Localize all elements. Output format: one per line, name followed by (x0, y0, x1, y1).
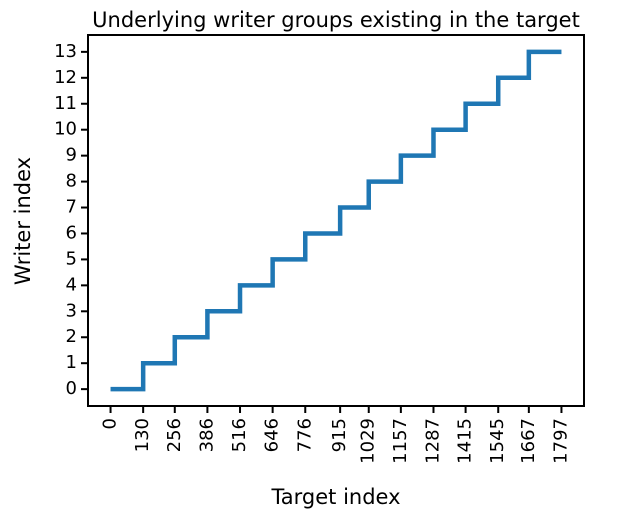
x-tick-label: 256 (164, 418, 185, 452)
y-tick-label: 11 (54, 93, 77, 114)
x-axis-label: Target index (270, 485, 400, 509)
x-tick-label: 1545 (487, 418, 508, 464)
y-tick-label: 0 (66, 378, 77, 399)
chart-title: Underlying writer groups existing in the… (92, 8, 580, 32)
y-tick-label: 6 (66, 222, 77, 243)
y-tick-label: 7 (66, 197, 77, 218)
y-tick-label: 12 (54, 67, 77, 88)
y-tick-label: 10 (54, 119, 77, 140)
x-tick-label: 1415 (455, 418, 476, 464)
x-tick-label: 130 (132, 418, 153, 452)
line (110, 49, 562, 392)
y-tick-label: 2 (66, 326, 77, 347)
x-tick-label: 646 (262, 418, 283, 452)
x-tick-label: 1029 (358, 418, 379, 464)
x-tick-label: 1667 (518, 418, 539, 464)
x-tick-label: 1157 (390, 418, 411, 464)
y-tick-label: 4 (66, 274, 77, 295)
y-tick-label: 1 (66, 352, 77, 373)
x-tick-label: 0 (100, 418, 121, 429)
x-tick-label: 1287 (422, 418, 443, 464)
y-tick-label: 5 (66, 248, 77, 269)
y-tick-label: 8 (66, 171, 77, 192)
plot-frame (87, 34, 585, 407)
x-tick-label: 776 (294, 418, 315, 452)
y-tick-label: 9 (66, 145, 77, 166)
y-axis-label: Writer index (11, 157, 35, 285)
x-tick-label: 915 (329, 418, 350, 452)
x-tick-label: 386 (196, 418, 217, 452)
y-tick-label: 13 (54, 41, 77, 62)
x-tick-label: 1797 (550, 418, 571, 464)
y-tick-label: 3 (66, 300, 77, 321)
x-tick-label: 516 (229, 418, 250, 452)
